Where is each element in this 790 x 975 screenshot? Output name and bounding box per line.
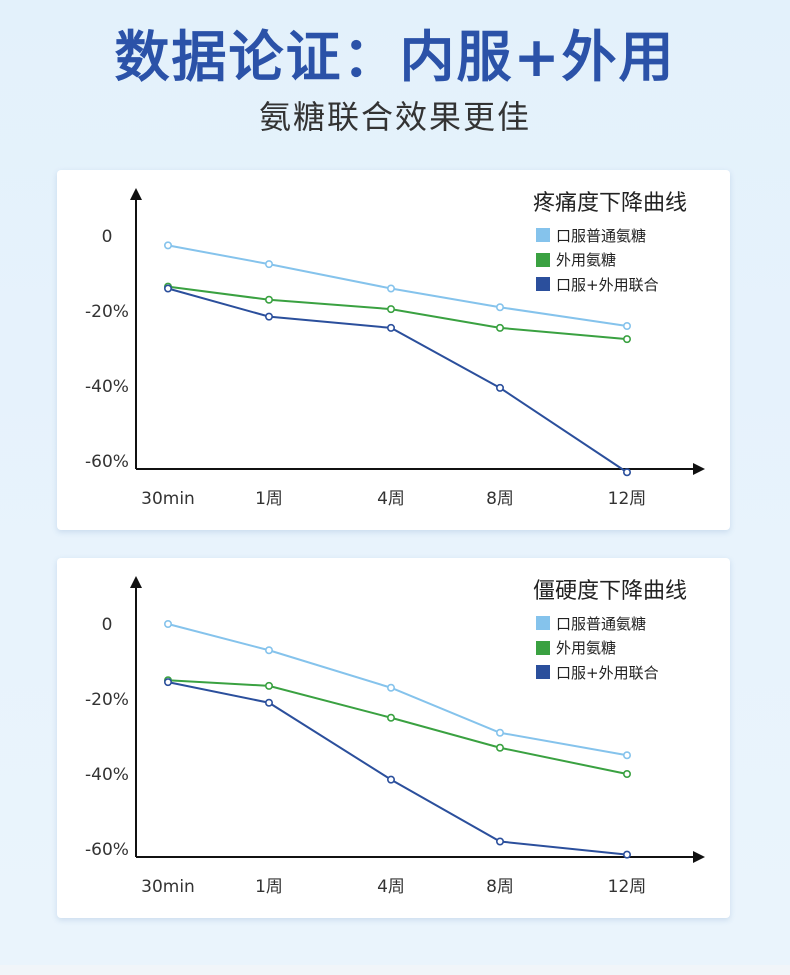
- x-tick-label: 4周: [377, 877, 405, 897]
- pain-chart-title: 疼痛度下降曲线: [533, 191, 688, 216]
- legend-swatch-topical: [536, 252, 550, 267]
- series-point: [622, 850, 631, 859]
- series-point: [622, 322, 631, 331]
- stiffness-chart-title: 僵硬度下降曲线: [533, 579, 688, 604]
- series-point: [495, 837, 504, 846]
- series-point: [164, 241, 173, 250]
- legend-item-oral: 口服普通氨糖: [536, 223, 659, 248]
- series-line: [167, 679, 628, 775]
- y-tick-label: 0: [102, 227, 113, 247]
- series-point: [622, 335, 631, 344]
- legend-label-topical: 外用氨糖: [556, 639, 617, 658]
- series-point: [265, 698, 274, 707]
- legend-swatch-topical: [536, 640, 550, 655]
- legend-label-combined: 口服+外用联合: [556, 663, 659, 682]
- x-tick-label: 30min: [141, 877, 195, 897]
- y-tick-label: -40%: [85, 377, 129, 397]
- legend-swatch-oral: [536, 616, 550, 631]
- y-tick-label: 0: [102, 615, 113, 635]
- x-tick-label: 4周: [377, 489, 405, 509]
- x-tick-label: 8周: [486, 489, 514, 509]
- legend-label-combined: 口服+外用联合: [556, 275, 659, 294]
- y-tick-label: -60%: [85, 452, 129, 472]
- series-point: [622, 770, 631, 779]
- x-tick-label: 1周: [255, 877, 283, 897]
- series-point: [386, 284, 395, 293]
- legend-label-oral: 口服普通氨糖: [556, 226, 647, 245]
- stiffness-chart-plot: 0 -20% -40% -60% 30min 1周 4周 8周 12周: [85, 576, 705, 897]
- headline: 数据论证：内服+外用: [114, 25, 676, 89]
- series-line: [167, 681, 628, 856]
- series-point: [386, 713, 395, 722]
- x-axis-arrow: [693, 463, 705, 475]
- legend-item-topical: 外用氨糖: [536, 248, 659, 273]
- y-tick-label: -20%: [85, 302, 129, 322]
- stiffness-chart-legend: 口服普通氨糖 外用氨糖 口服+外用联合: [536, 611, 659, 685]
- y-axis-arrow: [130, 188, 142, 200]
- legend-label-topical: 外用氨糖: [556, 251, 617, 270]
- x-tick-label: 12周: [608, 489, 647, 509]
- y-tick-label: -20%: [85, 690, 129, 710]
- series-point: [265, 295, 274, 304]
- series-point: [164, 678, 173, 687]
- x-tick-label: 12周: [608, 877, 647, 897]
- legend-swatch-oral: [536, 228, 550, 243]
- x-tick-label: 30min: [141, 489, 195, 509]
- series-point: [386, 683, 395, 692]
- legend-item-combined: 口服+外用联合: [536, 660, 659, 685]
- series-point: [164, 284, 173, 293]
- series-point: [495, 728, 504, 737]
- legend-item-combined: 口服+外用联合: [536, 272, 659, 297]
- legend-item-topical: 外用氨糖: [536, 636, 659, 661]
- x-tick-label: 1周: [255, 489, 283, 509]
- legend-swatch-combined: [536, 277, 550, 292]
- y-tick-label: -60%: [85, 840, 129, 860]
- legend-label-oral: 口服普通氨糖: [556, 614, 647, 633]
- legend-swatch-combined: [536, 665, 550, 680]
- series-point: [622, 751, 631, 760]
- stiffness-chart-card: 0 -20% -40% -60% 30min 1周 4周 8周 12周 僵硬度下降曲线 口服普通…: [57, 558, 730, 918]
- x-axis-arrow: [693, 851, 705, 863]
- pain-chart-plot: 0 -20% -40% -60% 30min 1周 4周 8周 12周: [85, 188, 705, 509]
- series-point: [495, 303, 504, 312]
- pain-chart-card: 0 -20% -40% -60% 30min 1周 4周 8周 12周 疼痛度下降曲线 口服普通…: [57, 170, 730, 530]
- series-point: [495, 383, 504, 392]
- x-tick-label: 8周: [486, 877, 514, 897]
- series-point: [495, 743, 504, 752]
- legend-item-oral: 口服普通氨糖: [536, 611, 659, 636]
- y-tick-label: -40%: [85, 765, 129, 785]
- series-point: [386, 775, 395, 784]
- series-point: [265, 646, 274, 655]
- y-axis-arrow: [130, 576, 142, 588]
- series-point: [622, 468, 631, 477]
- series-point: [386, 323, 395, 332]
- series-point: [164, 619, 173, 628]
- bottom-strip: [0, 965, 790, 975]
- series-point: [265, 260, 274, 269]
- pain-chart-legend: 口服普通氨糖 外用氨糖 口服+外用联合: [536, 223, 659, 297]
- series-point: [386, 305, 395, 314]
- series-point: [265, 312, 274, 321]
- series-point: [265, 681, 274, 690]
- series-point: [495, 323, 504, 332]
- subheadline: 氨糖联合效果更佳: [258, 98, 531, 136]
